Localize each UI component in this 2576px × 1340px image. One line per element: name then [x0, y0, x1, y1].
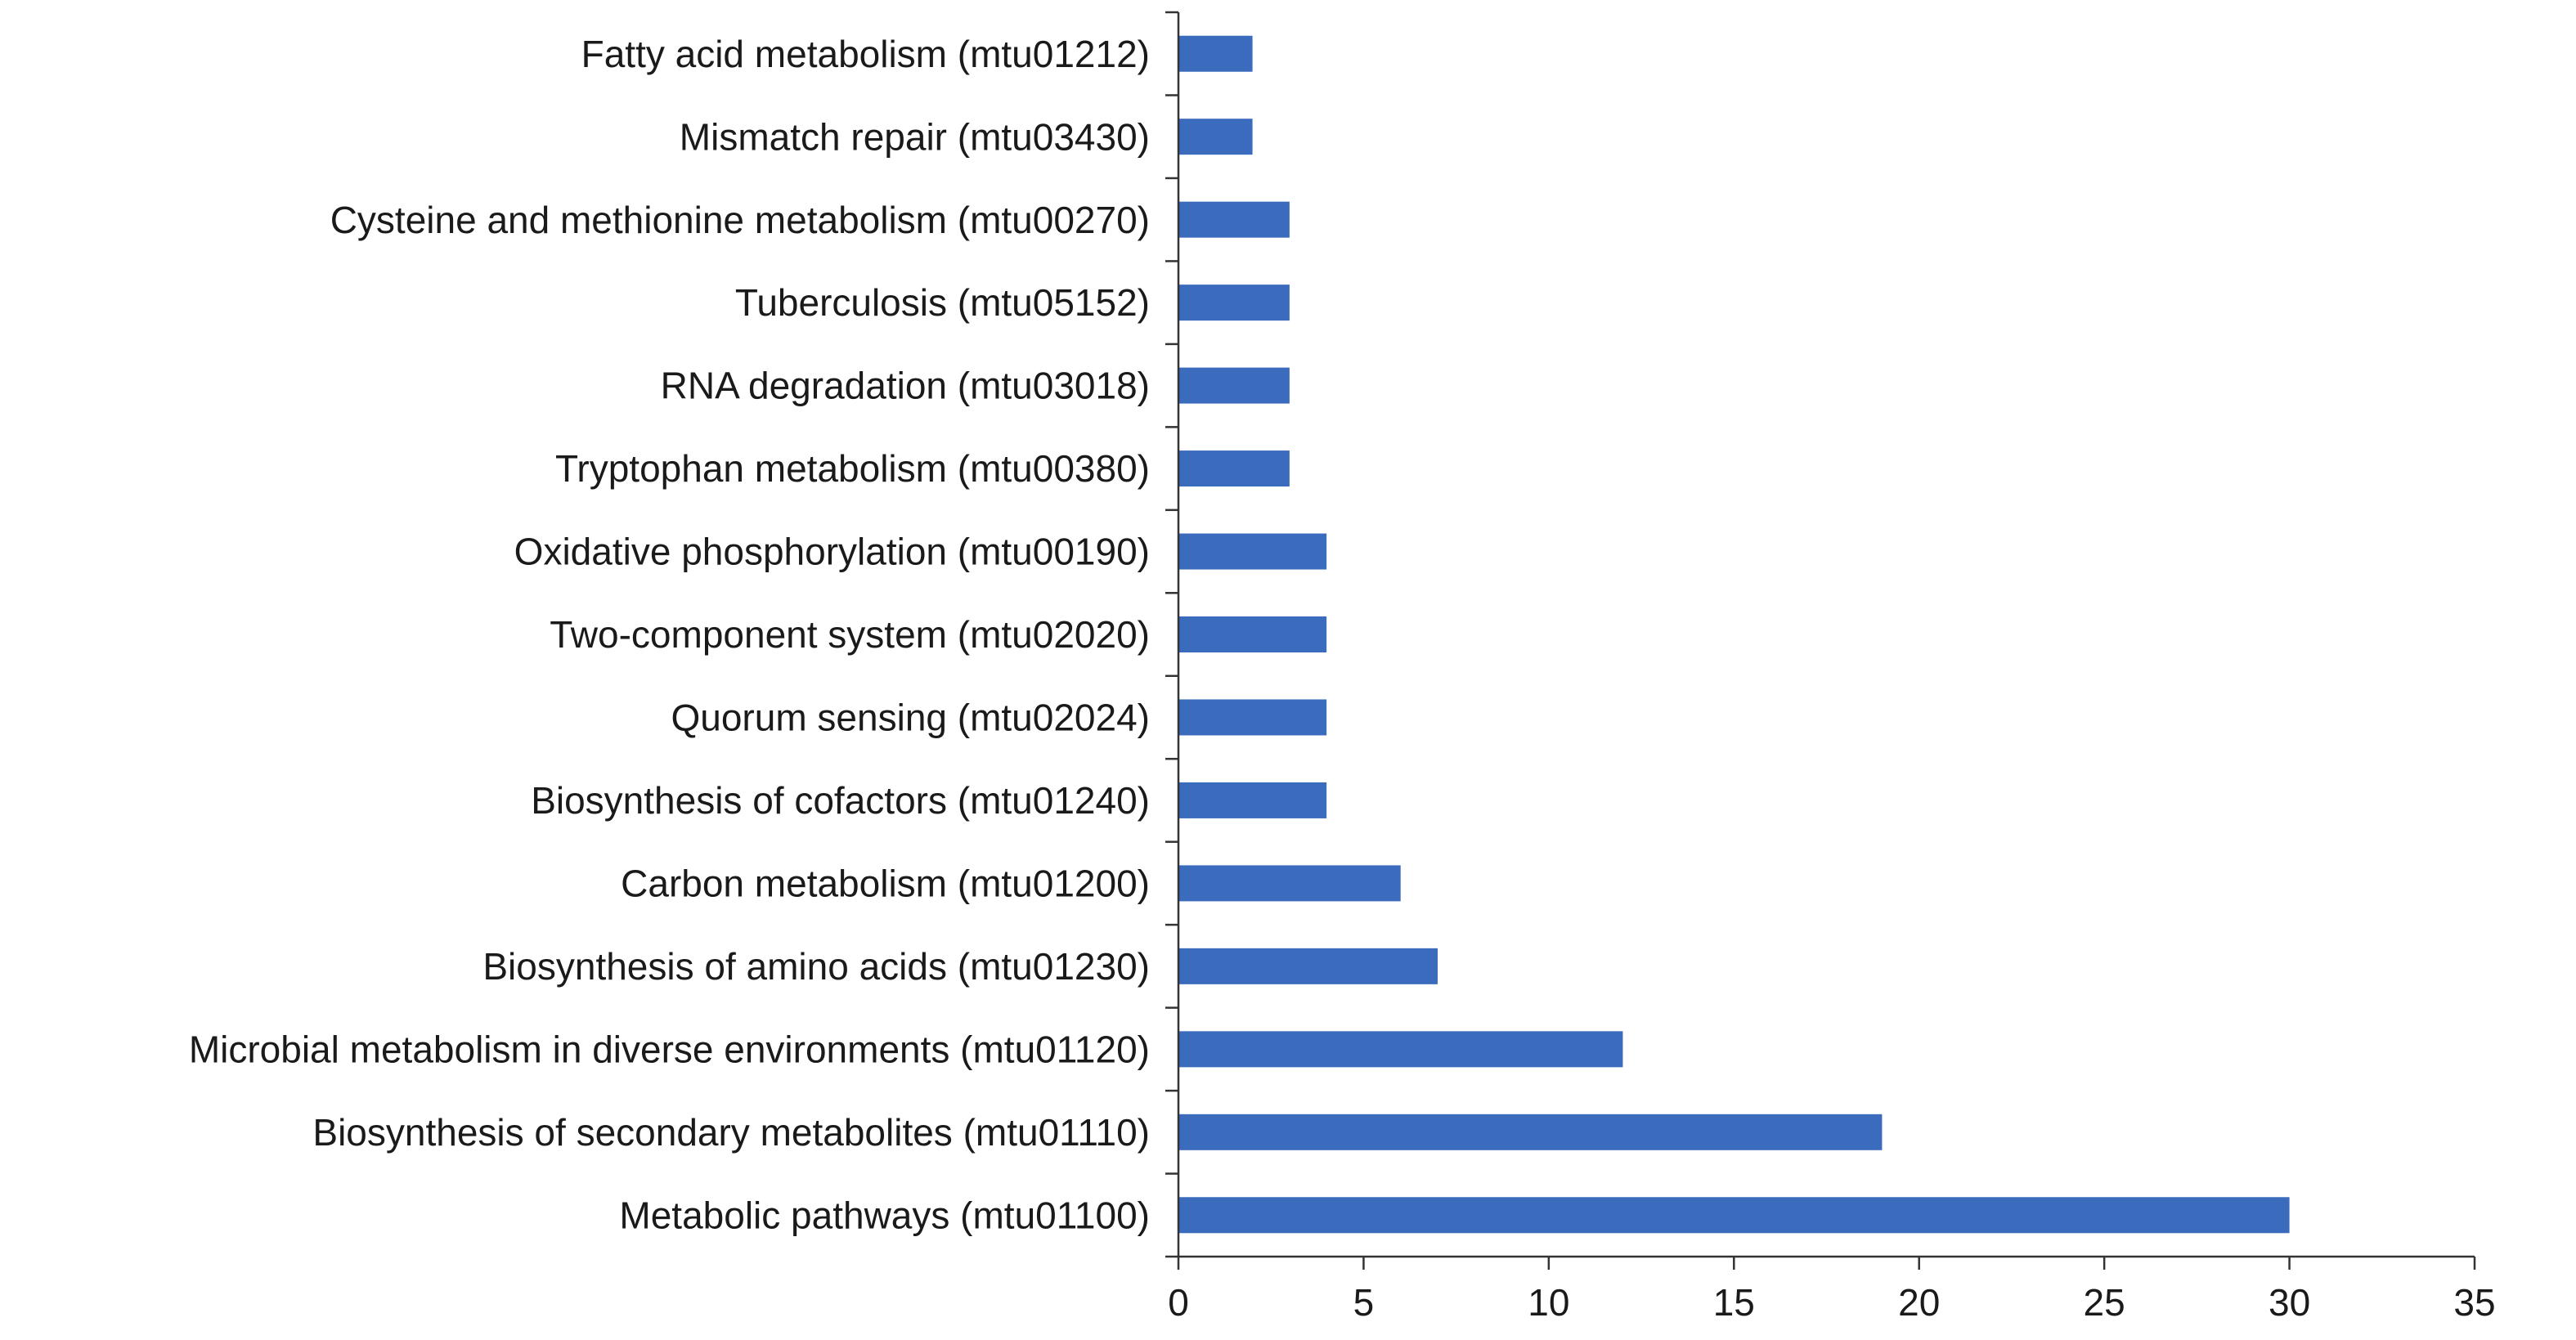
bar: [1178, 1114, 1883, 1150]
category-label: Tryptophan metabolism (mtu00380): [555, 447, 1150, 490]
x-tick-label: 10: [1528, 1281, 1569, 1324]
bar: [1178, 782, 1327, 818]
labels-layer: Fatty acid metabolism (mtu01212) Mismatch…: [189, 33, 2496, 1324]
bar: [1178, 699, 1327, 736]
category-label: Two-component system (mtu02020): [550, 613, 1150, 656]
x-tick-label: 30: [2269, 1281, 2310, 1324]
x-tick-label: 25: [2084, 1281, 2125, 1324]
bar: [1178, 367, 1290, 404]
category-label: Metabolic pathways (mtu01100): [619, 1194, 1150, 1236]
bar: [1178, 1197, 2290, 1234]
bar: [1178, 1031, 1623, 1068]
bar: [1178, 201, 1290, 238]
category-label: Carbon metabolism (mtu01200): [621, 863, 1150, 905]
axes-layer: [1165, 11, 2476, 1270]
category-label: Quorum sensing (mtu02024): [671, 697, 1150, 739]
bars-layer: [1178, 35, 2290, 1234]
bar: [1178, 533, 1327, 570]
bar: [1178, 616, 1327, 652]
bar: [1178, 119, 1253, 155]
category-label: Biosynthesis of cofactors (mtu01240): [531, 779, 1150, 822]
category-label: Tuberculosis (mtu05152): [735, 281, 1150, 324]
category-label: Oxidative phosphorylation (mtu00190): [514, 531, 1150, 573]
category-label: Biosynthesis of secondary metabolites (m…: [312, 1111, 1150, 1154]
bar: [1178, 450, 1290, 487]
category-label: Cysteine and methionine metabolism (mtu0…: [330, 199, 1150, 241]
x-tick-label: 20: [1898, 1281, 1940, 1324]
bar: [1178, 35, 1253, 72]
bar: [1178, 948, 1438, 984]
bar: [1178, 285, 1290, 321]
category-label: Fatty acid metabolism (mtu01212): [581, 33, 1150, 75]
x-tick-label: 5: [1353, 1281, 1375, 1324]
category-label: Microbial metabolism in diverse environm…: [189, 1028, 1150, 1070]
category-label: Biosynthesis of amino acids (mtu01230): [482, 945, 1150, 988]
bar: [1178, 865, 1401, 902]
x-tick-label: 0: [1168, 1281, 1189, 1324]
category-label: RNA degradation (mtu03018): [661, 365, 1150, 407]
x-tick-label: 15: [1713, 1281, 1755, 1324]
x-tick-label: 35: [2453, 1281, 2495, 1324]
category-label: Mismatch repair (mtu03430): [680, 115, 1150, 158]
